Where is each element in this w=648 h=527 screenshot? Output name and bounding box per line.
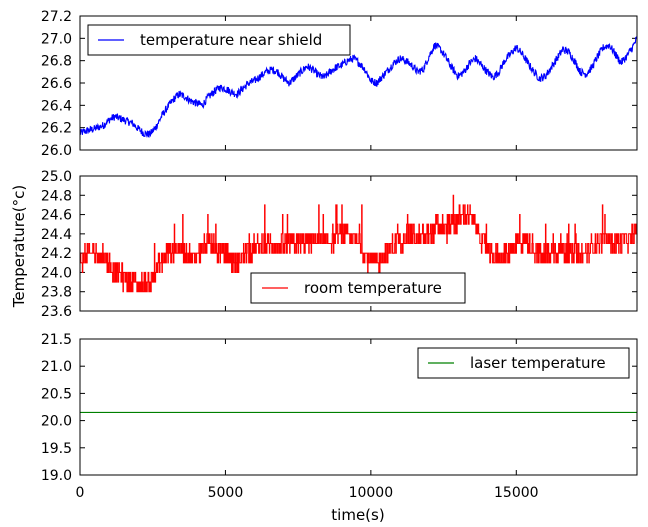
series-line <box>79 35 638 139</box>
legend: room temperature <box>250 272 466 304</box>
y-tick-label: 24.8 <box>41 188 72 204</box>
y-axis-label: Temperature(°c) <box>10 185 28 308</box>
x-tick-label: 5000 <box>208 485 244 501</box>
y-tick-label: 19.0 <box>41 468 72 484</box>
plot-area-frame <box>79 175 638 312</box>
series-line <box>79 194 638 293</box>
y-tick-label: 24.0 <box>41 265 72 281</box>
legend: laser temperature <box>417 347 630 379</box>
y-tick-label: 24.6 <box>41 208 72 224</box>
x-tick-label: 15000 <box>494 485 539 501</box>
x-axis-label: time(s) <box>331 506 384 524</box>
x-tick-labels: 0 5000 10000 15000 <box>76 485 539 501</box>
y-tick-label: 26.0 <box>41 143 72 159</box>
plot-area-frame <box>79 338 638 476</box>
y-tick-label: 26.4 <box>41 98 72 114</box>
legend: temperature near shield <box>87 24 351 56</box>
y-tick-label: 25.0 <box>41 169 72 185</box>
plot-area-frame <box>79 15 638 151</box>
y-tick-label: 20.5 <box>41 386 72 402</box>
panel-room-temperature: 23.6 23.8 24.0 24.2 24.4 24.6 24.8 25.0 room te… <box>41 169 638 320</box>
y-tick-label: 24.2 <box>41 246 72 262</box>
legend-label-shield: temperature near shield <box>140 31 322 49</box>
y-tick-label: 23.8 <box>41 285 72 301</box>
panel-shield-temperature: 26.0 26.2 26.4 26.6 26.8 27.0 27.2 temperature… <box>41 9 638 159</box>
y-tick-label: 26.6 <box>41 76 72 92</box>
legend-box <box>87 24 351 56</box>
y-tick-label: 24.4 <box>41 227 72 243</box>
legend-label-laser: laser temperature <box>470 354 606 372</box>
panel-laser-temperature: 19.0 19.5 20.0 20.5 21.0 21.5 laser temperatu… <box>41 332 638 484</box>
y-tick-label: 21.5 <box>41 332 72 348</box>
legend-label-room: room temperature <box>304 279 442 297</box>
y-tick-label: 20.0 <box>41 414 72 430</box>
x-tick-label: 10000 <box>349 485 394 501</box>
y-tick-label: 27.0 <box>41 31 72 47</box>
y-tick-label: 26.8 <box>41 54 72 70</box>
y-tick-label: 23.6 <box>41 304 72 320</box>
y-tick-label: 27.2 <box>41 9 72 25</box>
y-tick-label: 26.2 <box>41 121 72 137</box>
y-tick-label: 19.5 <box>41 441 72 457</box>
y-tick-label: 21.0 <box>41 359 72 375</box>
x-tick-label: 0 <box>76 485 85 501</box>
